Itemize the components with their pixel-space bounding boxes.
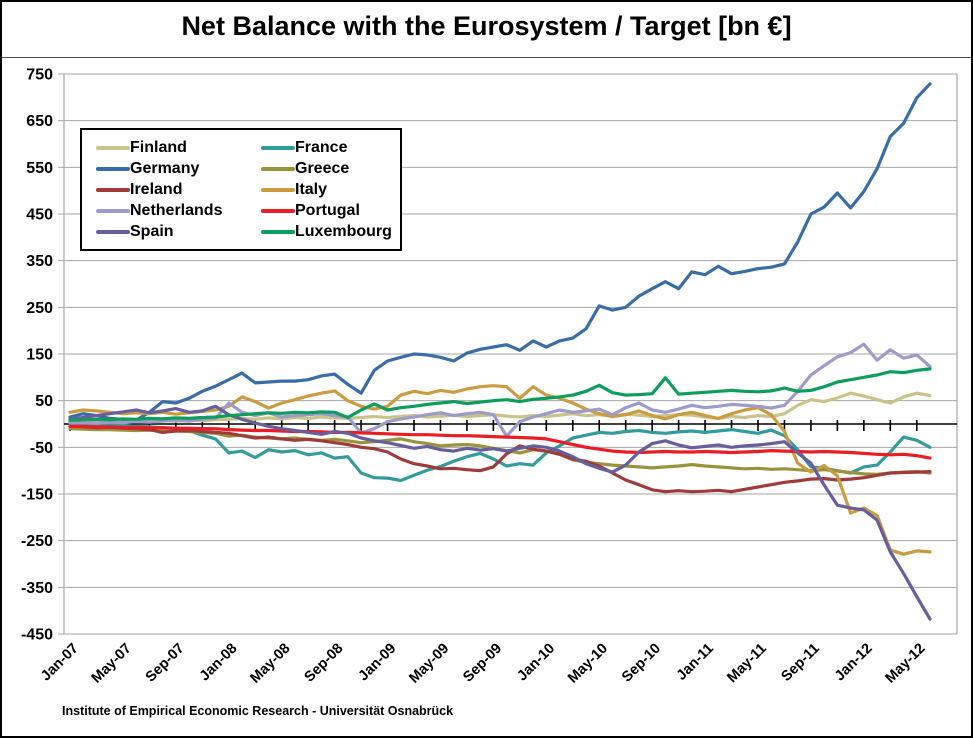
y-axis-label: 50 (35, 393, 53, 410)
legend-label: Luxembourg (295, 222, 392, 240)
legend-label: France (295, 138, 348, 156)
x-axis-label: May-11 (724, 641, 770, 687)
y-axis-label: 150 (26, 347, 53, 364)
legend-swatch-portugal (261, 208, 295, 213)
y-axis-label: 550 (26, 160, 53, 177)
x-axis-label: Jan-11 (674, 641, 717, 684)
series-line-spain (68, 404, 932, 621)
legend-swatch-spain (96, 229, 130, 234)
legend-label: Spain (130, 222, 174, 240)
x-axis-label: Jan-12 (832, 641, 876, 685)
chart-title: Net Balance with the Eurosystem / Target… (181, 11, 792, 41)
x-axis-label: May-09 (406, 641, 452, 687)
legend-item: Finland (96, 137, 261, 158)
series-line-ireland (68, 424, 932, 494)
x-axis-label: Jan-09 (356, 641, 400, 685)
series-line-germany (68, 82, 932, 422)
legend-label: Italy (295, 180, 328, 198)
y-axis-label: -250 (21, 533, 53, 550)
title-separator (2, 57, 971, 58)
series-line-italy (68, 384, 932, 556)
legend-label: Portugal (295, 201, 360, 219)
legend-swatch-italy (261, 187, 295, 192)
x-axis-label: Jan-07 (38, 641, 82, 685)
x-axis-label: Sep-10 (619, 641, 664, 686)
series-line-portugal (68, 424, 932, 460)
legend-label: Ireland (130, 180, 183, 198)
legend: Finland France Germany Greece Ireland Italy Ne… (80, 128, 402, 251)
x-axis-label: May-12 (883, 641, 929, 687)
x-axis-label: Sep-11 (778, 641, 822, 685)
legend-swatch-finland (96, 145, 130, 150)
legend-swatch-greece (261, 166, 295, 171)
legend-swatch-france (261, 145, 295, 150)
x-axis-label: May-08 (247, 641, 293, 687)
y-axis-label: -50 (30, 440, 53, 457)
y-axis-label: -350 (21, 580, 53, 597)
x-axis-label: May-07 (89, 641, 135, 687)
legend-item: Netherlands (96, 200, 261, 221)
legend-item: France (261, 137, 394, 158)
y-axis-label: 350 (26, 253, 53, 270)
legend-swatch-netherlands (96, 208, 130, 213)
x-axis-label: Sep-09 (460, 641, 505, 686)
legend-item: Italy (261, 179, 394, 200)
x-axis-label: Sep-07 (143, 641, 188, 686)
y-axis-label: -450 (21, 627, 53, 644)
legend-swatch-ireland (96, 187, 130, 192)
legend-swatch-germany (96, 166, 130, 171)
legend-item: Germany (96, 158, 261, 179)
legend-swatch-luxembourg (261, 229, 295, 234)
legend-label: Finland (130, 138, 187, 156)
x-axis-label: Jan-10 (514, 641, 558, 685)
y-axis-label: 450 (26, 207, 53, 224)
footer-credit: Institute of Empirical Economic Research… (62, 704, 454, 718)
legend-label: Greece (295, 159, 350, 177)
legend-item: Ireland (96, 179, 261, 200)
y-axis-label: -150 (21, 487, 53, 504)
legend-item: Portugal (261, 200, 394, 221)
series-line-luxembourg (68, 367, 932, 422)
legend-label: Netherlands (130, 201, 223, 219)
y-axis-label: 750 (26, 67, 53, 84)
legend-item: Greece (261, 158, 394, 179)
x-axis-label: Sep-08 (301, 641, 346, 686)
x-axis-label: May-10 (565, 641, 611, 687)
legend-item: Luxembourg (261, 221, 394, 242)
y-axis-label: 250 (26, 300, 53, 317)
x-axis-label: Jan-08 (197, 641, 241, 685)
y-axis-label: 650 (26, 113, 53, 130)
legend-label: Germany (130, 159, 200, 177)
legend-item: Spain (96, 221, 261, 242)
